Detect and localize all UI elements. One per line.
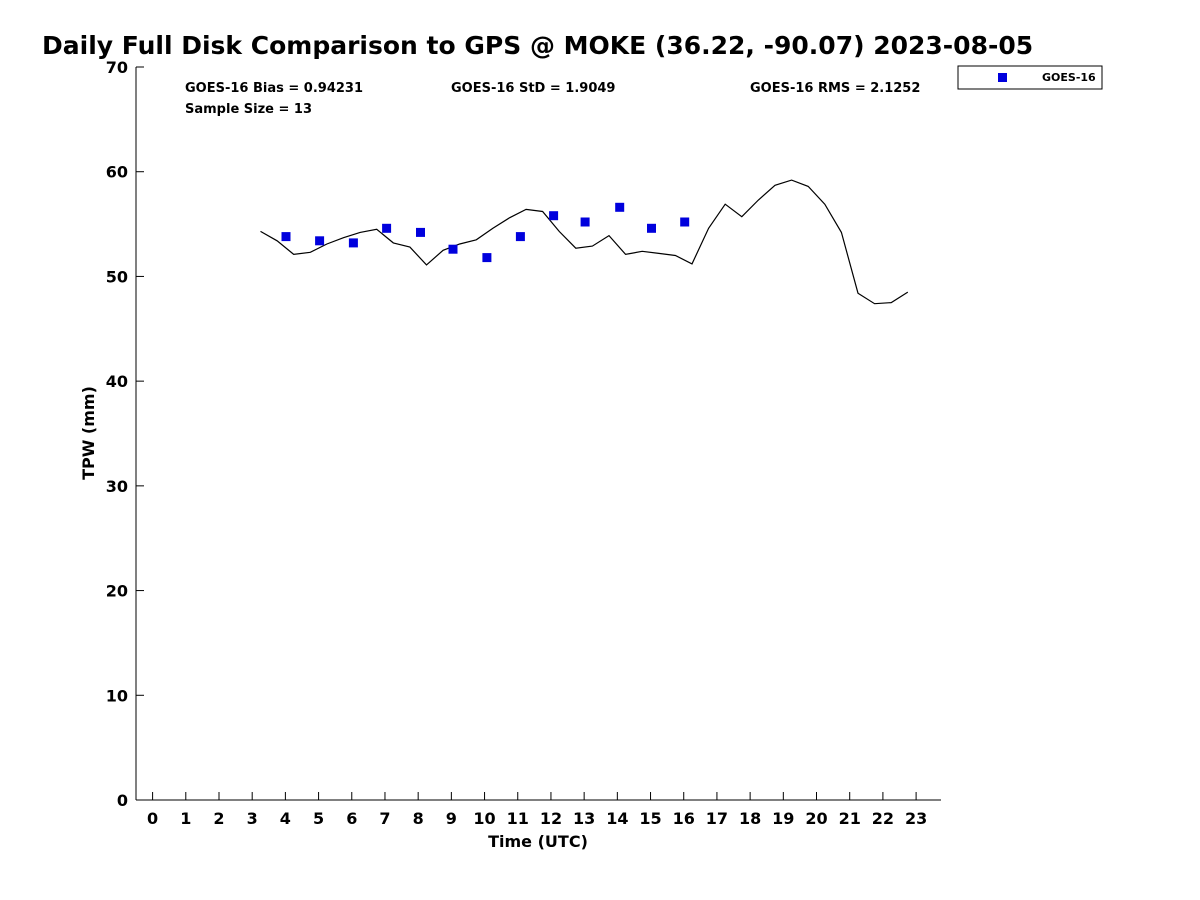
goes-16-point bbox=[615, 202, 625, 212]
x-tick-label: 21 bbox=[839, 809, 861, 828]
x-tick-label: 7 bbox=[379, 809, 390, 828]
legend: GOES-16 bbox=[957, 65, 1103, 90]
goes-16-point bbox=[315, 236, 325, 246]
x-tick-label: 8 bbox=[413, 809, 424, 828]
y-tick-label: 70 bbox=[106, 58, 128, 77]
x-tick-label: 17 bbox=[706, 809, 728, 828]
x-tick-label: 22 bbox=[872, 809, 894, 828]
goes-points-layer bbox=[281, 202, 690, 263]
rms-stat: GOES-16 RMS = 2.1252 bbox=[750, 81, 920, 96]
gps-tpw-line bbox=[260, 179, 909, 305]
y-ticks: 0 10 20 30 40 50 60 70 bbox=[106, 58, 144, 810]
goes-16-point bbox=[549, 211, 559, 221]
y-axis-label: TPW (mm) bbox=[79, 386, 98, 480]
x-tick-label: 12 bbox=[540, 809, 562, 828]
legend-label-goes-16: GOES-16 bbox=[1042, 71, 1096, 84]
y-tick-label: 0 bbox=[117, 791, 128, 810]
x-tick-label: 15 bbox=[639, 809, 661, 828]
chart-title: Daily Full Disk Comparison to GPS @ MOKE… bbox=[42, 31, 1033, 60]
legend-marker-goes-16 bbox=[998, 73, 1007, 82]
y-tick-label: 60 bbox=[106, 163, 128, 182]
goes-16-point bbox=[482, 253, 492, 263]
y-tick-label: 10 bbox=[106, 686, 128, 705]
gps-line-layer bbox=[260, 179, 909, 305]
y-tick-label: 50 bbox=[106, 267, 128, 286]
x-tick-label: 9 bbox=[446, 809, 457, 828]
x-axis-label: Time (UTC) bbox=[488, 832, 588, 851]
x-tick-label: 1 bbox=[180, 809, 191, 828]
x-tick-label: 6 bbox=[346, 809, 357, 828]
std-stat: GOES-16 StD = 1.9049 bbox=[451, 81, 615, 96]
x-tick-label: 18 bbox=[739, 809, 761, 828]
x-tick-label: 20 bbox=[805, 809, 827, 828]
plot-axes bbox=[135, 67, 941, 801]
goes-16-point bbox=[515, 232, 525, 242]
bias-stat: GOES-16 Bias = 0.94231 bbox=[185, 81, 363, 96]
x-tick-label: 10 bbox=[473, 809, 495, 828]
x-ticks: 0 1 2 3 4 5 6 7 8 9 10 11 12 13 14 15 16 17 18 19 20 21 22 23 bbox=[147, 792, 927, 828]
goes-16-point bbox=[647, 223, 656, 233]
x-tick-label: 14 bbox=[606, 809, 628, 828]
legend-box bbox=[957, 65, 1103, 90]
x-tick-label: 0 bbox=[147, 809, 158, 828]
y-tick-label: 20 bbox=[106, 582, 128, 601]
goes-16-point bbox=[416, 227, 425, 237]
x-tick-label: 16 bbox=[673, 809, 695, 828]
x-tick-label: 11 bbox=[507, 809, 529, 828]
x-tick-label: 3 bbox=[247, 809, 258, 828]
goes-16-point bbox=[448, 244, 458, 254]
goes-16-point bbox=[281, 232, 291, 242]
x-tick-label: 2 bbox=[213, 809, 224, 828]
y-tick-label: 40 bbox=[106, 372, 128, 391]
goes-16-point bbox=[680, 217, 690, 227]
goes-16-point bbox=[382, 223, 392, 233]
x-tick-label: 23 bbox=[905, 809, 927, 828]
x-tick-label: 19 bbox=[772, 809, 794, 828]
goes-16-point bbox=[580, 217, 590, 227]
goes-16-point bbox=[348, 238, 358, 248]
x-tick-label: 5 bbox=[313, 809, 324, 828]
y-tick-label: 30 bbox=[106, 477, 128, 496]
x-tick-label: 13 bbox=[573, 809, 595, 828]
sample-size-stat: Sample Size = 13 bbox=[185, 102, 312, 117]
x-tick-label: 4 bbox=[280, 809, 291, 828]
